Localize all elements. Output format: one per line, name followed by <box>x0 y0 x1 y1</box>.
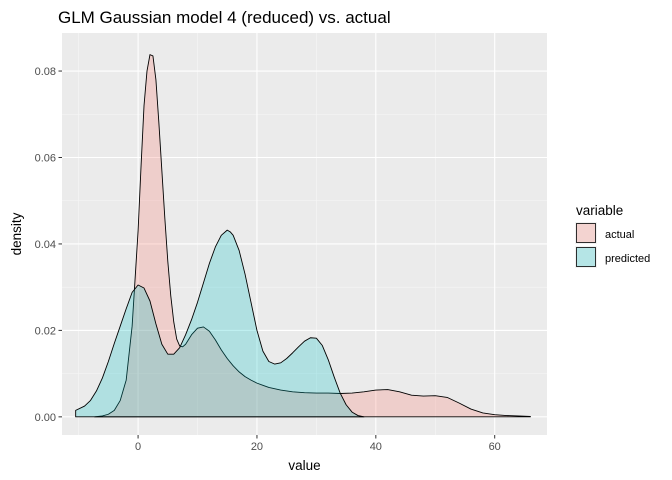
minor-gridlines <box>62 33 547 435</box>
legend-title: variable <box>576 203 623 218</box>
x-axis-ticks: 0 20 40 60 <box>135 435 501 453</box>
legend-label-predicted: predicted <box>605 253 650 265</box>
legend-swatch-actual <box>576 223 596 243</box>
y-tick-label: 0.04 <box>35 239 56 251</box>
legend-swatch-predicted <box>576 247 596 267</box>
y-tick-label: 0.06 <box>35 152 56 164</box>
legend-key-predicted <box>575 246 597 268</box>
density-outline-actual <box>94 54 531 418</box>
x-axis-title: value <box>288 458 320 473</box>
density-outline-predicted <box>75 229 365 418</box>
legend: variable actual predicted <box>575 203 650 268</box>
y-axis-title: density <box>9 212 24 255</box>
density-area-predicted <box>75 230 364 417</box>
legend-label-actual: actual <box>605 229 634 241</box>
x-tick-label: 40 <box>370 441 382 453</box>
density-area-actual <box>94 54 531 417</box>
major-gridlines <box>62 33 547 435</box>
legend-key-actual <box>575 222 597 244</box>
y-axis-ticks: 0.00 0.02 0.04 0.06 0.08 <box>35 66 62 424</box>
plot-panel <box>62 33 547 435</box>
x-tick-label: 0 <box>135 441 141 453</box>
density-series <box>75 54 531 418</box>
x-tick-label: 20 <box>251 441 263 453</box>
y-tick-label: 0.08 <box>35 66 56 78</box>
chart-title: GLM Gaussian model 4 (reduced) vs. actua… <box>58 8 391 27</box>
y-tick-label: 0.00 <box>35 412 56 424</box>
x-tick-label: 60 <box>489 441 501 453</box>
y-tick-label: 0.02 <box>35 325 56 337</box>
